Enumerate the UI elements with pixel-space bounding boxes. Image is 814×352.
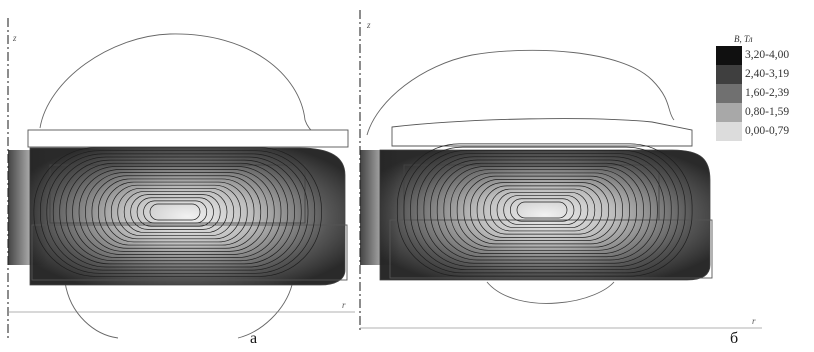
legend-title: B, Тл: [734, 34, 753, 44]
axis-r-label-b: r: [752, 316, 756, 326]
contour-line: [85, 172, 268, 252]
contour-line: [143, 200, 208, 224]
left-glow: [8, 150, 48, 265]
axis-z-label-b: z: [367, 20, 371, 30]
contour-line: [496, 191, 589, 229]
lower-bar: [31, 224, 348, 281]
outer-field-line-top: [39, 33, 336, 139]
contour-line: [33, 147, 322, 277]
legend-item: 0,80-1,59: [714, 103, 812, 122]
contour-line: [416, 153, 672, 267]
contour-line: [46, 153, 309, 271]
axis-r-label-a: r: [342, 300, 346, 310]
contour-line: [463, 175, 623, 245]
contour-line: [396, 143, 693, 277]
contour-line: [403, 146, 686, 274]
outer-field-line-top: [366, 49, 675, 136]
panel-caption-a: а: [250, 330, 258, 347]
contour-line: [443, 166, 644, 254]
contour-line: [59, 159, 295, 265]
contour-line: [149, 203, 201, 221]
contour-lines-a: [33, 147, 322, 277]
contour-line: [52, 156, 302, 268]
legend-label: 3,20-4,00: [745, 49, 790, 61]
contour-line: [136, 197, 214, 227]
contour-line: [423, 156, 665, 264]
contour-line: [130, 194, 221, 230]
left-glow: [360, 150, 400, 265]
contour-line: [436, 162, 651, 258]
contour-line: [456, 172, 630, 248]
contour-line: [78, 169, 275, 255]
contour-line: [110, 184, 241, 240]
field-map-b: [359, 10, 762, 330]
contour-line: [91, 175, 262, 249]
legend-label: 0,80-1,59: [745, 106, 790, 118]
contour-line: [516, 201, 568, 219]
legend-swatch: [716, 84, 742, 103]
contour-line: [410, 149, 679, 271]
contour-line: [117, 187, 235, 237]
legend-item: 2,40-3,19: [714, 65, 812, 84]
outer-field-line-bottom: [64, 281, 293, 339]
outer-field-line-bottom: [486, 281, 615, 304]
field-map-a: [7, 18, 355, 340]
contour-line: [483, 185, 603, 235]
contour-lines-b: [396, 143, 693, 277]
legend-item: 3,20-4,00: [714, 46, 812, 65]
legend-swatch: [716, 103, 742, 122]
contour-line: [39, 150, 316, 274]
axis-z-label-a: z: [13, 33, 17, 43]
contour-line: [123, 191, 228, 233]
contour-line: [72, 166, 282, 258]
contour-line: [104, 181, 248, 243]
core-region: [29, 147, 346, 286]
legend-swatch: [716, 122, 742, 141]
contour-line: [503, 195, 582, 225]
contour-line: [470, 179, 616, 241]
legend-label: 1,60-2,39: [745, 87, 790, 99]
panel-caption-b: б: [730, 330, 739, 347]
lower-bar: [389, 219, 713, 279]
legend-swatch: [716, 65, 742, 84]
legend-label: 2,40-3,19: [745, 68, 790, 80]
legend-label: 0,00-0,79: [745, 125, 790, 137]
upper-plate: [391, 118, 693, 147]
panel-b: z r б B, Тл 3,20-4,00 2,40-3,19 1,60-2,39 0…: [352, 0, 814, 352]
contour-line: [65, 162, 289, 262]
legend-item: 0,00-0,79: [714, 122, 812, 141]
upper-plate: [27, 129, 349, 148]
legend-item: 1,60-2,39: [714, 84, 812, 103]
contour-line: [490, 188, 596, 232]
legend-swatch: [716, 46, 742, 65]
contour-line: [476, 182, 610, 238]
contour-line: [98, 178, 255, 246]
contour-line: [450, 169, 637, 251]
contour-line: [430, 159, 658, 261]
contour-line: [510, 198, 575, 222]
panel-a: z r а: [0, 0, 360, 352]
core-region: [379, 149, 711, 281]
